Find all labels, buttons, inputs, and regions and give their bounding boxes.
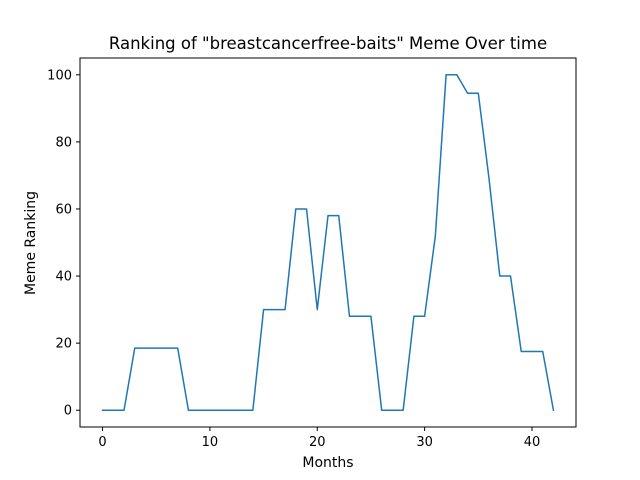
y-tick-label: 20: [55, 337, 72, 352]
plot-area: 0 10 20 30 40 0 20 40 60 80 100: [47, 57, 577, 450]
y-tick-label: 0: [64, 404, 72, 419]
x-tick-label: 30: [416, 435, 433, 450]
axes-frame: [79, 57, 577, 428]
chart-title: Ranking of "breastcancerfree-baits" Meme…: [109, 34, 547, 53]
x-axis-label: Months: [302, 455, 353, 471]
y-tick-label: 40: [55, 270, 72, 285]
x-tick-label: 40: [524, 435, 541, 450]
series-line-0: [101, 74, 555, 412]
y-tick-label: 80: [55, 135, 72, 150]
x-tick-label: 0: [98, 435, 106, 450]
x-tick-label: 20: [309, 435, 326, 450]
x-tick-label: 10: [202, 435, 219, 450]
y-tick-label: 100: [47, 68, 72, 83]
y-axis-label: Meme Ranking: [23, 191, 39, 295]
y-tick-label: 60: [55, 202, 72, 217]
